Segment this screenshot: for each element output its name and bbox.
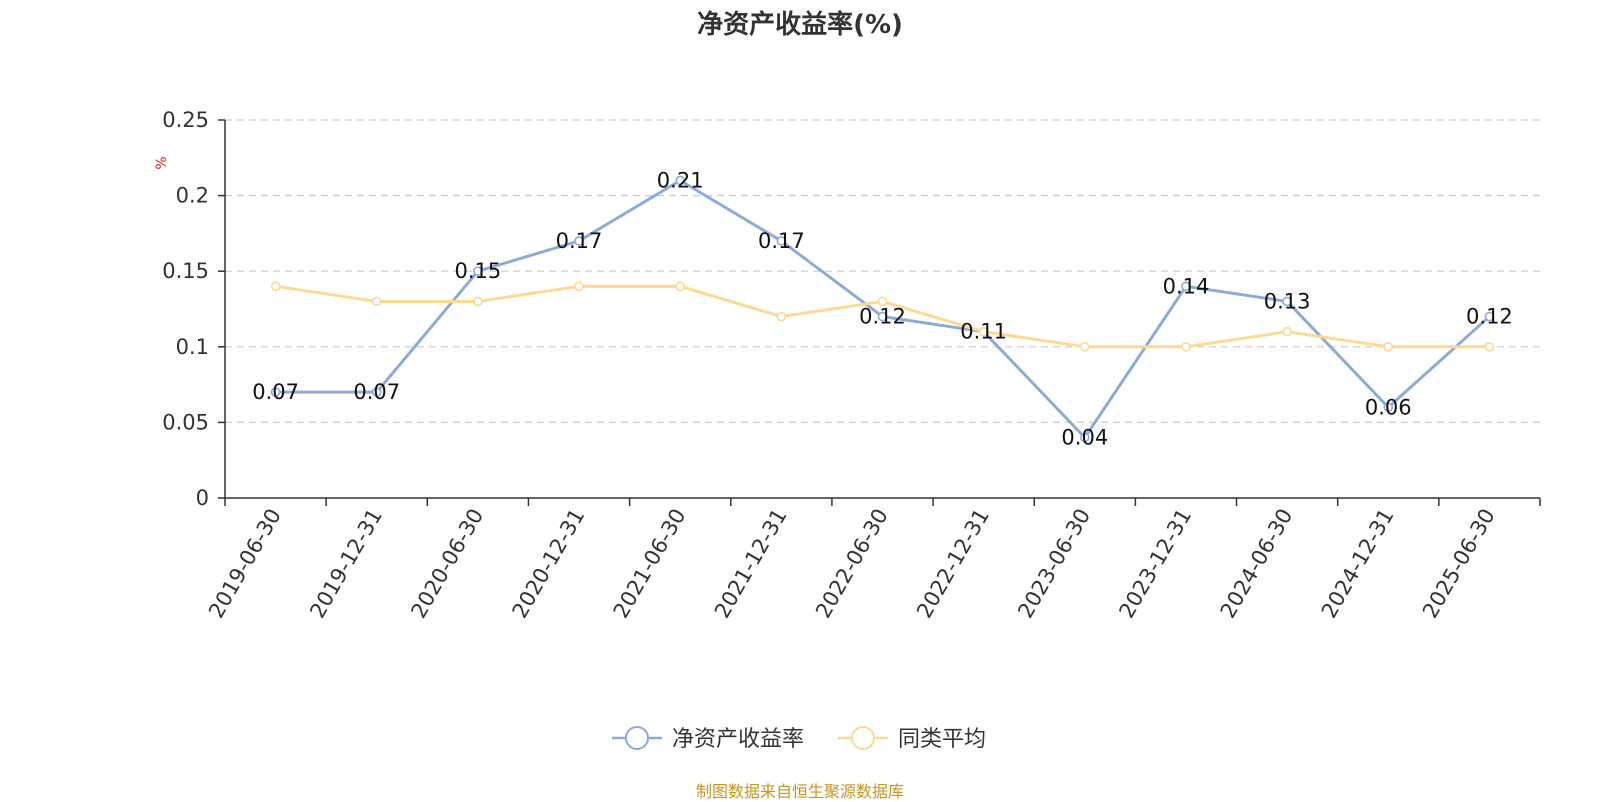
data-point — [371, 387, 382, 397]
data-label: 0.04 — [1061, 426, 1108, 450]
y-tick-label: 0.15 — [162, 259, 209, 283]
data-label: 0.14 — [1163, 274, 1210, 298]
legend-label-2: 同类平均 — [898, 727, 986, 752]
x-tick-label: 2019-12-31 — [305, 505, 387, 623]
data-point — [675, 175, 685, 186]
x-tick-label: 2020-06-30 — [406, 505, 488, 623]
data-label: 0.07 — [252, 380, 299, 404]
data-point — [776, 311, 787, 322]
data-point — [1383, 402, 1394, 413]
data-point — [877, 311, 888, 322]
x-tick-label: 2022-06-30 — [811, 505, 893, 623]
data-label: 0.17 — [556, 229, 603, 253]
x-tick-label: 2021-06-30 — [609, 505, 691, 623]
data-point — [1282, 326, 1292, 337]
y-tick-label: 0.25 — [162, 108, 209, 132]
y-tick-label: 0.05 — [162, 410, 209, 434]
data-label: 0.15 — [455, 259, 502, 283]
y-axis-unit: % — [154, 156, 170, 169]
legend-marker-1 — [625, 726, 649, 750]
data-label: 0.06 — [1365, 395, 1412, 419]
x-tick-label: 2023-12-31 — [1114, 505, 1196, 623]
data-label: 0.17 — [758, 229, 805, 253]
chart-title: 净资产收益率(%) — [697, 10, 903, 40]
x-tick-label: 2024-06-30 — [1216, 505, 1298, 623]
axes: 0 0.05 0.1 0.15 0.2 0.25% 2019-06-30 2019-12-31… — [154, 108, 1541, 623]
data-point — [1080, 341, 1090, 352]
y-tick-label: 0.1 — [176, 335, 209, 359]
data-point — [270, 281, 281, 292]
data-point — [675, 281, 685, 292]
source-note: 制图数据来自恒生聚源数据库 — [695, 782, 904, 801]
x-tick-label: 2022-12-31 — [912, 504, 994, 622]
data-point — [1282, 296, 1292, 307]
data-point — [473, 296, 483, 307]
x-tick-label: 2019-06-30 — [204, 505, 286, 623]
data-label: 0.12 — [1466, 305, 1513, 329]
data-point — [877, 296, 888, 307]
data-point — [1181, 341, 1191, 352]
series-layer — [270, 175, 1495, 443]
legend-marker-2 — [851, 726, 875, 750]
gridlines — [225, 119, 1540, 423]
data-point — [1484, 341, 1495, 352]
data-labels: 0.07 0.07 0.15 0.17 0.21 0.17 0.12 0.11 0.04 0.14… — [252, 168, 1513, 449]
data-point — [270, 387, 281, 397]
data-point — [1080, 432, 1090, 443]
data-label: 0.07 — [353, 380, 400, 404]
x-tick-label: 2023-06-30 — [1013, 505, 1095, 623]
data-point — [574, 281, 584, 292]
data-point — [1383, 341, 1394, 352]
x-tick-label: 2021-12-31 — [710, 505, 792, 623]
data-point — [574, 236, 584, 246]
data-point — [1484, 311, 1495, 322]
data-point — [371, 296, 382, 307]
data-point — [473, 266, 483, 277]
data-point — [1181, 281, 1191, 292]
data-point — [978, 326, 989, 337]
y-tick-label: 0 — [196, 486, 209, 510]
x-tick-label: 2025-06-30 — [1418, 505, 1500, 623]
data-label: 0.11 — [960, 320, 1007, 344]
legend-label-1: 净资产收益率 — [672, 727, 804, 752]
data-label: 0.13 — [1264, 289, 1311, 313]
y-tick-label: 0.2 — [176, 184, 209, 208]
data-point — [776, 236, 787, 246]
data-label: 0.12 — [859, 305, 906, 329]
x-tick-label: 2024-12-31 — [1317, 505, 1399, 623]
legend[interactable]: 净资产收益率 同类平均 — [612, 726, 986, 752]
data-label: 0.21 — [657, 168, 704, 192]
x-tick-label: 2020-12-31 — [508, 505, 590, 623]
